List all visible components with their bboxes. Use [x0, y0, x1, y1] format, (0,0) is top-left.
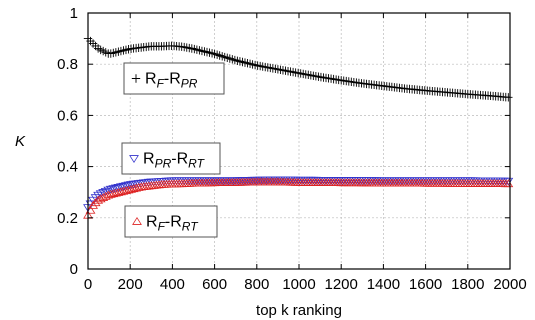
- x-tick-label: 600: [202, 276, 227, 293]
- legend-label-part: R: [146, 214, 158, 231]
- y-tick-label: 0.2: [57, 210, 78, 227]
- legend-label-part: R: [143, 151, 155, 168]
- series-layer: [84, 34, 513, 218]
- legend-entry-RF-RRT: RF-RRT: [125, 206, 217, 237]
- y-tick-label: 1: [70, 5, 78, 22]
- x-tick-label: 2000: [493, 276, 526, 293]
- y-tick-label: 0.6: [57, 107, 78, 124]
- y-tick-label: 0.8: [57, 56, 78, 73]
- legend-label-part: -R: [171, 151, 188, 168]
- x-tick-label: 1000: [282, 276, 315, 293]
- legend-label-part: -R: [165, 214, 182, 231]
- x-tick-label: 800: [244, 276, 269, 293]
- x-tick-label: 1400: [367, 276, 400, 293]
- legend-label-part: -R: [164, 71, 181, 88]
- x-axis-label: top k ranking: [256, 302, 342, 319]
- y-axis-label: K: [15, 133, 26, 150]
- x-tick-label: 1200: [325, 276, 358, 293]
- legend-entry-RPR-RRT: RPR-RRT: [122, 143, 220, 174]
- y-tick-label: 0.4: [57, 159, 78, 176]
- legend-label-sub: RT: [182, 220, 199, 234]
- x-tick-label: 1800: [451, 276, 484, 293]
- legend-label-part: R: [145, 71, 157, 88]
- legend-entry-RF-RPR: RF-RPR: [124, 63, 224, 94]
- x-tick-label: 1600: [409, 276, 442, 293]
- legend-label-sub: RT: [188, 157, 205, 171]
- y-tick-label: 0: [70, 261, 78, 278]
- x-tick-label: 0: [84, 276, 92, 293]
- x-tick-label: 200: [118, 276, 143, 293]
- x-tick-label: 400: [160, 276, 185, 293]
- legend-label-sub: PR: [181, 77, 198, 91]
- legend-label-sub: PR: [155, 157, 172, 171]
